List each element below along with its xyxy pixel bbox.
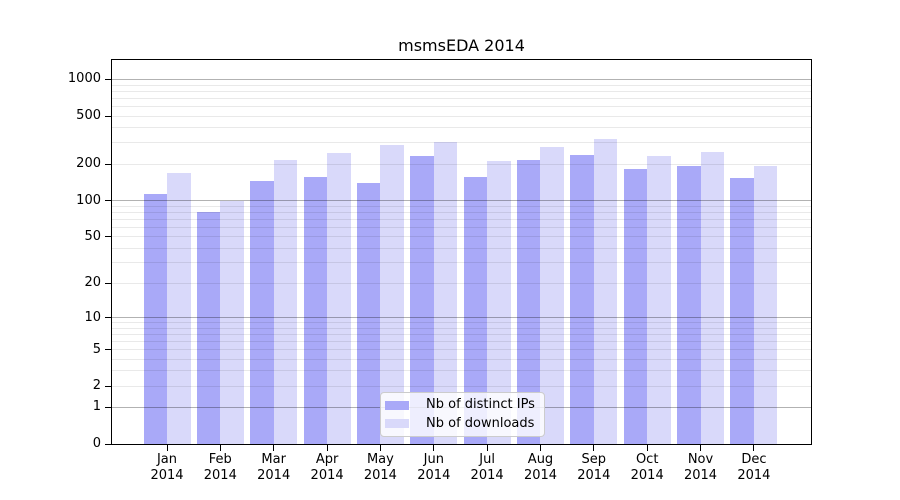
bar-distinct-ips-jan [143,193,167,444]
x-tick-mark [646,445,648,451]
gridline-minor [112,90,811,92]
y-tick-mark [105,78,111,80]
y-tick-mark [105,406,111,408]
bar-distinct-ips-jun [410,155,434,444]
bar-distinct-ips-feb [196,211,221,444]
x-tick-mark [753,445,755,451]
bar-distinct-ips-nov [677,166,701,444]
bar-distinct-ips-dec [730,177,754,444]
x-tick-label: Nov 2014 [683,452,718,483]
gridline-minor [112,115,811,117]
bar-distinct-ips-jul [463,176,488,444]
x-tick-label: Jun 2014 [417,452,451,483]
chart-legend: Nb of distinct IPs Nb of downloads [380,392,545,437]
x-tick-label: Feb 2014 [203,452,237,483]
x-tick-label: Jan 2014 [150,452,184,483]
bar-downloads-may [380,144,404,444]
bar-downloads-mar [273,159,298,444]
y-tick-label: 0 [92,436,101,451]
plot-area [112,60,811,444]
x-tick-label: Dec 2014 [737,452,771,483]
legend-item-downloads: Nb of downloads [385,416,537,432]
x-tick-label: Aug 2014 [523,452,558,483]
x-tick-mark [593,445,595,451]
bar-downloads-dec [753,165,778,444]
x-tick-mark [326,445,328,451]
y-tick-label: 20 [84,275,101,291]
gridline-minor [112,84,811,86]
y-tick-label: 200 [76,156,101,172]
bar-downloads-sep [593,138,618,444]
x-tick-mark [540,445,541,451]
y-tick-label: 100 [76,192,101,208]
bar-downloads-nov [700,152,724,444]
y-tick-mark [105,385,111,387]
legend-swatch-downloads [385,419,409,429]
y-tick-mark [105,115,111,117]
bar-downloads-jul [487,160,511,444]
x-tick-mark [219,445,221,451]
bar-distinct-ips-mar [250,181,274,444]
x-tick-mark [700,445,701,451]
legend-swatch-distinct-ips [385,400,409,410]
y-tick-mark [105,163,111,165]
x-tick-label: Sep 2014 [577,452,611,483]
y-tick-mark [105,443,111,445]
bar-downloads-oct [647,156,671,444]
x-tick-label: Oct 2014 [630,452,664,483]
x-tick-mark [379,445,381,451]
bar-downloads-apr [327,152,351,444]
bar-distinct-ips-aug [516,160,541,444]
y-tick-label: 1000 [67,71,101,87]
x-tick-mark [273,445,275,451]
bar-distinct-ips-apr [303,176,328,444]
bar-downloads-jan [167,173,191,444]
y-tick-label: 2 [92,378,101,393]
gridline-minor [112,97,811,99]
bar-downloads-feb [220,200,244,444]
gridline-minor [112,127,811,129]
bar-distinct-ips-oct [623,169,648,444]
y-tick-label: 50 [84,228,101,244]
y-tick-mark [105,236,111,237]
y-tick-label: 5 [92,341,101,357]
y-tick-mark [105,282,111,284]
x-tick-mark [433,445,435,451]
y-tick-mark [105,317,111,318]
legend-item-distinct-ips: Nb of distinct IPs [385,397,537,413]
x-tick-label: Mar 2014 [257,452,291,483]
chart-title: msmsEDA 2014 [398,36,525,55]
x-tick-mark [166,445,168,451]
y-tick-mark [105,349,111,350]
gridline-minor [112,105,811,107]
x-tick-label: May 2014 [363,452,397,483]
bar-downloads-aug [540,146,564,444]
bar-downloads-jun [433,141,458,444]
y-tick-label: 1 [92,399,101,415]
x-tick-label: Apr 2014 [310,452,344,483]
bar-distinct-ips-sep [570,154,594,444]
gridline-minor [112,142,811,144]
y-tick-mark [105,200,111,201]
x-tick-label: Jul 2014 [470,452,504,483]
y-tick-label: 500 [76,108,101,123]
gridline-major [112,78,811,80]
x-tick-mark [486,445,488,451]
y-tick-label: 10 [84,309,101,325]
legend-label-downloads: Nb of downloads [426,415,535,431]
bar-distinct-ips-may [356,182,381,444]
legend-label-distinct-ips: Nb of distinct IPs [426,397,535,413]
